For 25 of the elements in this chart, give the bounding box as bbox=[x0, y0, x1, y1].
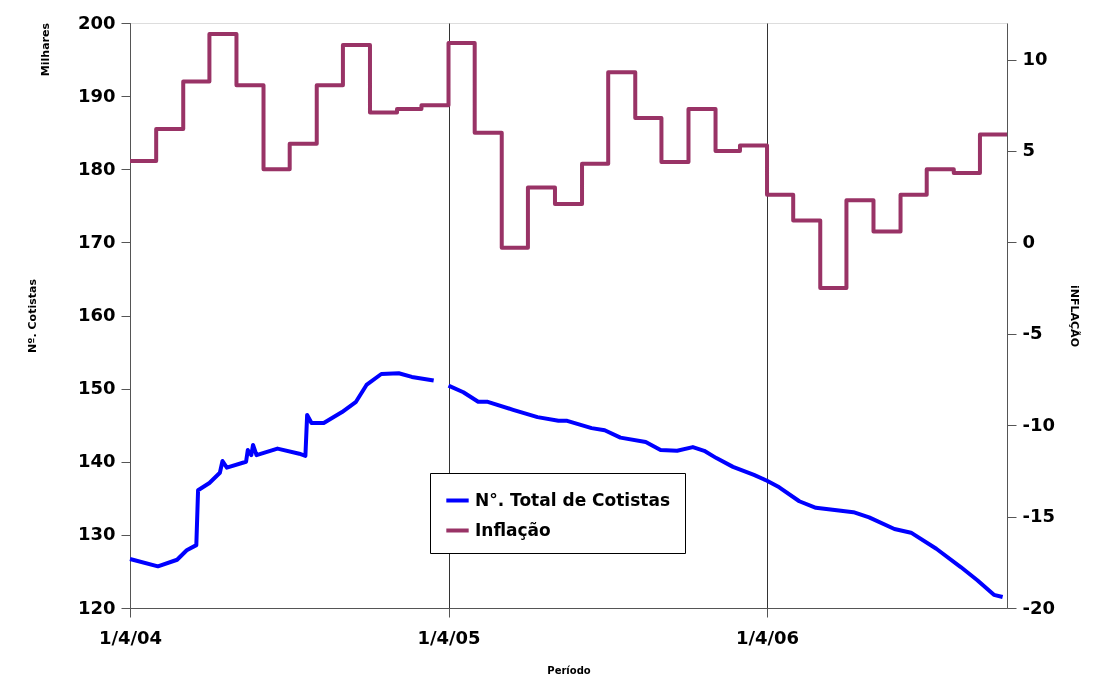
x-tick-label: 1/4/04 bbox=[98, 626, 163, 648]
y2-tick-label: -15 bbox=[1022, 505, 1056, 527]
legend-label: Inflação bbox=[475, 519, 551, 540]
y2-tick-label: -10 bbox=[1022, 413, 1056, 435]
y2-tick-label: 10 bbox=[1022, 48, 1048, 70]
y-tick-label: 140 bbox=[77, 450, 116, 472]
y-tick-label: 130 bbox=[77, 523, 116, 545]
y-tick-label: 170 bbox=[77, 230, 116, 252]
y-tick-label: 160 bbox=[77, 304, 116, 325]
x-axis-title: Período bbox=[547, 664, 591, 676]
y2-tick-label: 5 bbox=[1022, 139, 1036, 161]
x-tick-label: 1/4/06 bbox=[735, 626, 800, 648]
x-tick-label: 1/4/05 bbox=[417, 626, 481, 648]
y-tick-label: 190 bbox=[77, 84, 116, 106]
y2-tick-label: 0 bbox=[1022, 230, 1036, 252]
text: Milhares bbox=[39, 22, 52, 77]
y-tick-label: 120 bbox=[77, 596, 116, 618]
y-tick-label: 150 bbox=[77, 377, 116, 399]
y2-axis-title: iNFLAÇÃO bbox=[1068, 285, 1082, 347]
y-tick-label: 180 bbox=[77, 157, 116, 179]
y2-tick-label: -5 bbox=[1022, 322, 1043, 344]
y-tick-label: 200 bbox=[77, 11, 116, 33]
y-axis-title: Nº. Cotistas bbox=[25, 278, 39, 353]
legend-label: N°. Total de Cotistas bbox=[475, 489, 671, 510]
y2-tick-label: -20 bbox=[1022, 596, 1056, 618]
